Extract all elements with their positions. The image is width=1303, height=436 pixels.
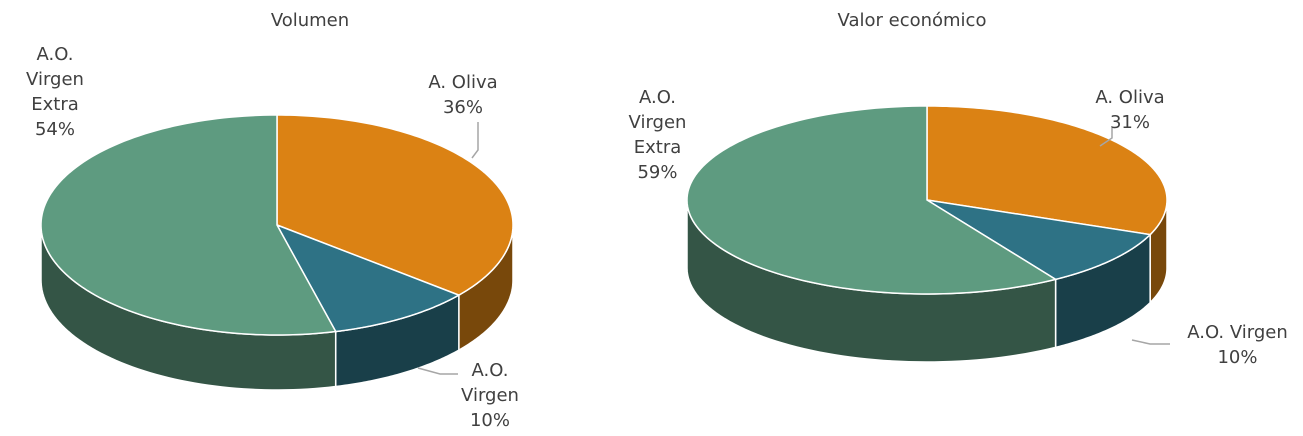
category-label: A.O. Virgen Extra	[628, 87, 687, 158]
pie-slice	[926, 105, 1168, 236]
data-label: A.O. Virgen 10%	[445, 358, 535, 433]
pie-slice	[276, 114, 514, 296]
value-label: 10%	[469, 410, 510, 431]
leader-line	[1131, 339, 1170, 345]
leader-line	[471, 122, 479, 159]
value-label: 54%	[34, 119, 75, 140]
pie-slice	[275, 223, 461, 333]
data-label: A. Oliva 31%	[1075, 85, 1185, 135]
category-label: A.O. Virgen	[461, 360, 519, 406]
chart-title: Volumen	[160, 10, 460, 31]
pie-slice	[926, 199, 1152, 281]
category-label: A.O. Virgen	[1187, 322, 1288, 343]
data-label: A.O. Virgen Extra 59%	[615, 85, 700, 185]
data-label: A.O. Virgen Extra 54%	[15, 42, 95, 142]
chart-title-text: Volumen	[270, 10, 350, 31]
category-label: A. Oliva	[1095, 87, 1165, 108]
value-label: 10%	[1217, 347, 1258, 368]
leader-line	[1099, 128, 1113, 147]
pies	[40, 105, 1168, 391]
data-label: A.O. Virgen 10%	[1165, 320, 1303, 370]
chart-title: Valor económico	[762, 10, 1062, 31]
category-label: A.O. Virgen Extra	[26, 44, 84, 115]
value-label: 31%	[1109, 112, 1150, 133]
category-label: A. Oliva	[428, 72, 498, 93]
pie-slice	[686, 105, 1058, 295]
data-label: A. Oliva 36%	[403, 70, 523, 120]
value-label: 59%	[637, 162, 678, 183]
value-label: 36%	[442, 97, 483, 118]
leader-line	[417, 367, 458, 375]
chart-title-text: Valor económico	[837, 10, 987, 31]
pie-slice	[40, 114, 337, 336]
